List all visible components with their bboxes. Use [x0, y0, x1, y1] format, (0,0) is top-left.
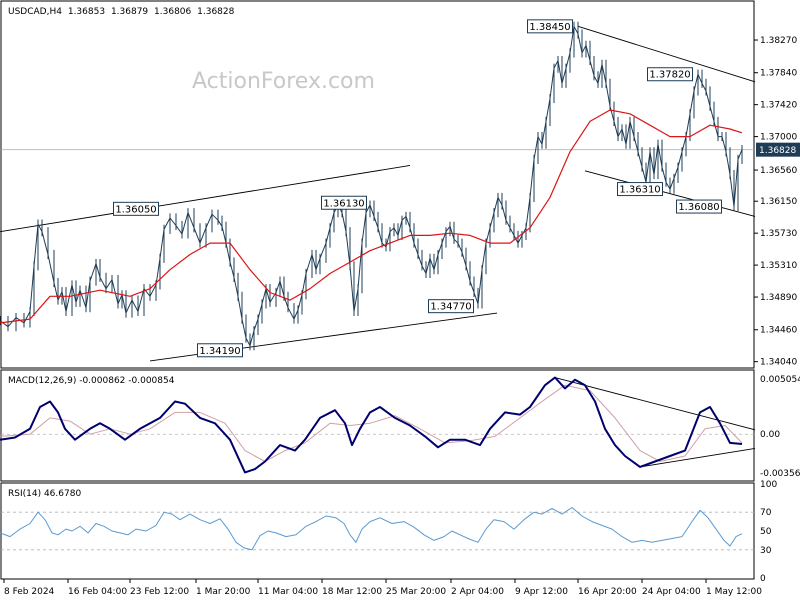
price-tick-label: 1.34040: [760, 358, 797, 368]
ohlc-low: 1.36806: [154, 7, 191, 17]
rsi-line: [0, 507, 743, 551]
current-price-box: [756, 142, 800, 157]
x-tick-label: 16 Feb 04:00: [68, 587, 127, 597]
price-callout: 1.36080: [676, 199, 722, 214]
callout-box: [617, 182, 663, 197]
x-tick-label: 16 Apr 20:00: [578, 587, 637, 597]
x-tick-label: 1 May 12:00: [706, 587, 762, 597]
callout-box: [321, 195, 367, 210]
ohlc-high: 1.36879: [111, 7, 148, 17]
callout-box: [676, 199, 722, 214]
price-trendline: [0, 165, 411, 233]
price-callout: 1.36050: [113, 201, 159, 216]
price-callout: 1.34770: [428, 299, 474, 314]
macd-trendline: [639, 447, 756, 468]
rsi-tick-label: 30: [760, 546, 772, 556]
callout-label: 1.34770: [430, 302, 471, 313]
price-callout: 1.36310: [617, 182, 663, 197]
moving-average-line: [0, 109, 743, 324]
series-layer: [0, 21, 743, 551]
rsi-tick-label: 50: [760, 527, 772, 537]
price-line: [0, 25, 743, 347]
callout-box: [113, 201, 159, 216]
macd-tick-label: 0.005054: [760, 375, 800, 385]
ohlc-close: 1.36828: [197, 7, 234, 17]
axis-layer: 1.38270 1.37840 1.37420 1.37000 1.36560 1.361…: [3, 36, 800, 597]
current-price-badge: 1.36828: [756, 142, 800, 157]
x-tick-label: 23 Feb 12:00: [130, 587, 189, 597]
macd-tick-label: -0.003569: [760, 469, 800, 479]
callout-label: 1.34190: [199, 346, 240, 357]
rsi-tick-label: 100: [760, 480, 777, 490]
price-tick-label: 1.37000: [760, 133, 797, 143]
price-series: [0, 21, 743, 351]
price-tick-label: 1.37420: [760, 101, 797, 111]
price-callout: 1.37820: [647, 67, 693, 82]
callout-box: [527, 19, 573, 34]
callout-label: 1.36050: [115, 204, 156, 215]
price-panel-frame: [0, 0, 755, 369]
x-tick-label: 8 Feb 2024: [4, 587, 55, 597]
rsi-tick-label: 70: [760, 508, 772, 518]
price-tick-label: 1.37840: [760, 69, 797, 79]
x-tick-label: 9 Apr 12:00: [515, 587, 568, 597]
callout-label: 1.37820: [649, 70, 690, 81]
callout-label: 1.36310: [619, 185, 660, 196]
rsi-title: RSI(14) 46.6780: [8, 489, 81, 499]
current-price-label: 1.36828: [759, 146, 796, 156]
rsi-tick-label: 0: [760, 574, 766, 584]
macd-tick-label: 0.00: [760, 430, 780, 440]
ohlc-open: 1.36853: [68, 7, 105, 17]
rsi-panel-frame: [0, 482, 755, 580]
callout-box: [647, 67, 693, 82]
price-callout: 1.38450: [527, 19, 573, 34]
callout-box: [197, 343, 243, 358]
watermark: ActionForex.com: [192, 69, 375, 94]
macd-panel-frame: [0, 369, 755, 482]
callout-label: 1.38450: [529, 22, 570, 33]
price-tick-label: 1.38270: [760, 36, 797, 46]
x-tick-label: 2 Apr 04:00: [451, 587, 504, 597]
price-tick-label: 1.35310: [760, 261, 797, 271]
x-tick-label: 11 Mar 04:00: [258, 587, 318, 597]
price-tick-label: 1.34460: [760, 326, 797, 336]
callout-layer: 1.36050 1.34190 1.36130 1.34770 1.38450 1.363…: [113, 19, 722, 358]
grid-layer: [1, 149, 754, 551]
macd-signal-line: [0, 384, 743, 462]
price-trendline: [577, 25, 756, 83]
macd-line: [0, 376, 743, 474]
price-tick-label: 1.34890: [760, 293, 797, 303]
price-tick-label: 1.36150: [760, 197, 797, 207]
price-callout: 1.34190: [197, 343, 243, 358]
x-tick-label: 18 Mar 12:00: [322, 587, 382, 597]
symbol-header: USDCAD,H4 1.36853 1.36879 1.36806 1.3682…: [8, 7, 235, 17]
symbol-label: USDCAD,H4: [8, 7, 62, 17]
x-tick-label: 1 Mar 20:00: [196, 587, 251, 597]
macd-trendline: [554, 377, 756, 431]
callout-label: 1.36130: [323, 198, 364, 209]
price-tick-label: 1.35730: [760, 229, 797, 239]
trendline-layer: [0, 25, 756, 468]
x-tick-label: 24 Apr 04:00: [642, 587, 701, 597]
x-tick-label: 25 Mar 20:00: [386, 587, 446, 597]
macd-title: MACD(12,26,9) -0.000862 -0.000854: [8, 376, 175, 386]
price-tick-label: 1.36560: [760, 166, 797, 176]
callout-label: 1.36080: [678, 202, 719, 213]
price-callout: 1.36130: [321, 195, 367, 210]
callout-box: [428, 299, 474, 314]
